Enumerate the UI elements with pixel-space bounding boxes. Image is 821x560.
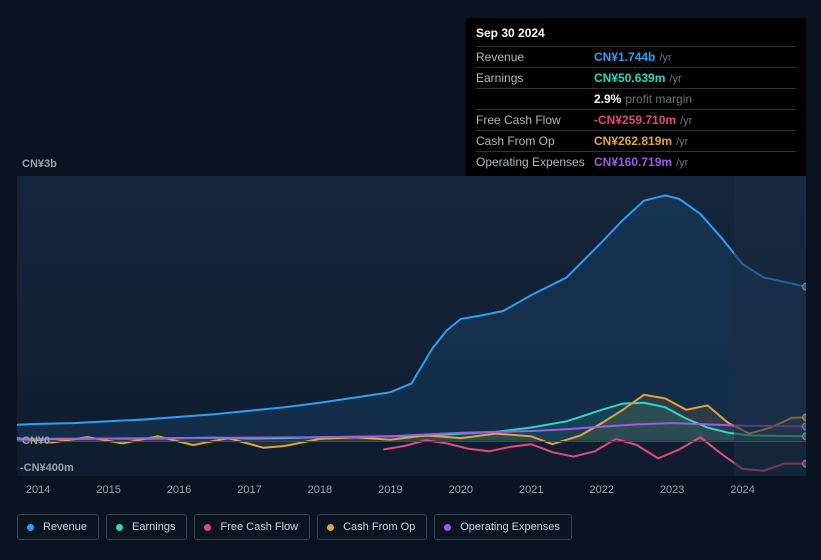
legend-item-opex[interactable]: Operating Expenses <box>434 514 572 540</box>
tooltip-row: EarningsCN¥50.639m/yr <box>476 67 796 88</box>
tooltip-row-suffix: /yr <box>676 157 688 169</box>
legend-label: Cash From Op <box>343 521 415 533</box>
tooltip-row-label: Free Cash Flow <box>476 113 594 127</box>
x-axis-tick: 2018 <box>308 484 332 496</box>
series-area-revenue <box>17 195 806 440</box>
y-axis-zero-label: CN¥0 <box>22 435 50 447</box>
legend-label: Operating Expenses <box>460 521 560 533</box>
legend-swatch <box>116 524 123 531</box>
tooltip-row-value: CN¥160.719m <box>594 155 672 169</box>
tooltip-pct-label: profit margin <box>625 92 692 106</box>
y-axis-top-label: CN¥3b <box>22 158 57 170</box>
tooltip-row-value: CN¥1.744b <box>594 50 655 64</box>
legend-item-cfo[interactable]: Cash From Op <box>317 514 427 540</box>
legend-item-earnings[interactable]: Earnings <box>106 514 187 540</box>
data-tooltip: Sep 30 2024 RevenueCN¥1.744b/yrEarningsC… <box>466 18 806 178</box>
tooltip-row-suffix: /yr <box>676 136 688 148</box>
tooltip-row-suffix: /yr <box>680 115 692 127</box>
x-axis-tick: 2022 <box>589 484 613 496</box>
plot-area[interactable] <box>17 176 806 476</box>
x-axis-tick: 2017 <box>237 484 261 496</box>
y-axis-bottom-label: -CN¥400m <box>20 462 74 474</box>
legend-swatch <box>204 524 211 531</box>
legend-swatch <box>444 524 451 531</box>
future-shade <box>734 176 806 476</box>
legend-swatch <box>327 524 334 531</box>
tooltip-pct: 2.9% <box>594 92 621 106</box>
legend-item-fcf[interactable]: Free Cash Flow <box>194 514 310 540</box>
tooltip-row-value: CN¥50.639m <box>594 71 665 85</box>
tooltip-row: 2.9% profit margin <box>476 88 796 109</box>
tooltip-row-value: -CN¥259.710m <box>594 113 676 127</box>
legend-item-revenue[interactable]: Revenue <box>17 514 99 540</box>
tooltip-row-label: Cash From Op <box>476 134 594 148</box>
legend-swatch <box>27 524 34 531</box>
x-axis-tick: 2014 <box>26 484 50 496</box>
chart-svg <box>17 176 806 476</box>
tooltip-row-suffix: /yr <box>659 52 671 64</box>
x-axis-tick: 2019 <box>378 484 402 496</box>
tooltip-row-suffix: /yr <box>669 73 681 85</box>
tooltip-row: Cash From OpCN¥262.819m/yr <box>476 130 796 151</box>
chart-legend: Revenue Earnings Free Cash Flow Cash From O… <box>17 514 572 540</box>
x-axis-tick: 2023 <box>660 484 684 496</box>
legend-label: Free Cash Flow <box>220 521 298 533</box>
legend-label: Revenue <box>43 521 87 533</box>
tooltip-row-label: Earnings <box>476 71 594 85</box>
tooltip-row-value: CN¥262.819m <box>594 134 672 148</box>
tooltip-row: Operating ExpensesCN¥160.719m/yr <box>476 151 796 172</box>
tooltip-date: Sep 30 2024 <box>476 26 796 46</box>
x-axis-tick: 2024 <box>730 484 754 496</box>
tooltip-row-label: Operating Expenses <box>476 155 594 169</box>
tooltip-row: Free Cash Flow-CN¥259.710m/yr <box>476 109 796 130</box>
x-axis-tick: 2015 <box>96 484 120 496</box>
x-axis-tick: 2020 <box>449 484 473 496</box>
tooltip-row: RevenueCN¥1.744b/yr <box>476 46 796 67</box>
legend-label: Earnings <box>132 521 175 533</box>
zero-gridline <box>17 441 806 442</box>
x-axis-tick: 2021 <box>519 484 543 496</box>
tooltip-row-label: Revenue <box>476 50 594 64</box>
x-axis-tick: 2016 <box>167 484 191 496</box>
